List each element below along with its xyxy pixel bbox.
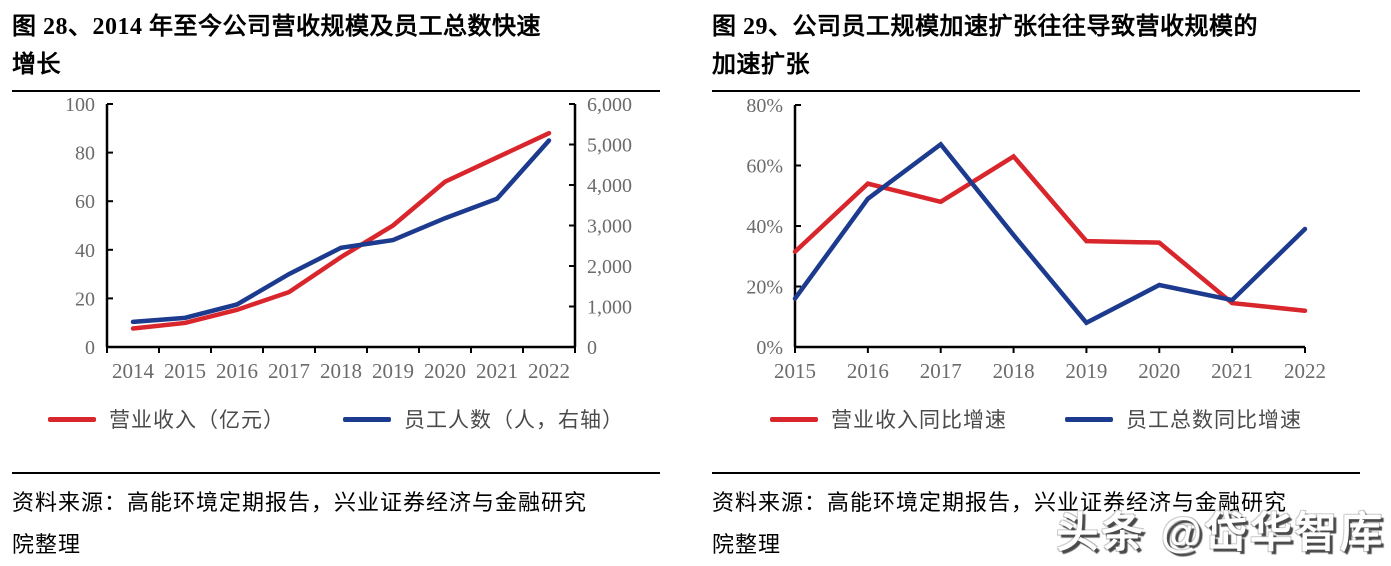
source-block: 资料来源：高能环境定期报告，兴业证券经济与金融研究院整理 <box>712 472 1360 566</box>
svg-text:2017: 2017 <box>920 359 962 383</box>
legend-line-swatch <box>48 416 96 422</box>
svg-text:2020: 2020 <box>1138 359 1180 383</box>
legend-label: 营业收入同比增速 <box>831 408 1007 432</box>
chart-legend: 营业收入（亿元） 员工人数（人，右轴） <box>12 392 660 446</box>
svg-text:6,000: 6,000 <box>587 94 632 116</box>
title-divider <box>712 90 1360 92</box>
svg-text:2019: 2019 <box>1065 359 1107 383</box>
legend-item: 营业收入（亿元） <box>48 404 285 434</box>
figure-title: 图 29、公司员工规模加速扩张往往导致营收规模的加速扩张 <box>712 14 1258 78</box>
svg-text:2016: 2016 <box>216 359 258 383</box>
svg-text:60: 60 <box>75 191 95 213</box>
svg-text:5,000: 5,000 <box>587 135 632 157</box>
svg-text:2020: 2020 <box>424 359 466 383</box>
svg-text:20%: 20% <box>746 277 783 299</box>
svg-text:2022: 2022 <box>1284 359 1326 383</box>
svg-text:60%: 60% <box>746 156 783 178</box>
svg-text:2017: 2017 <box>268 359 310 383</box>
watermark: 头条 @岱华智库 <box>1056 509 1385 556</box>
legend-line-swatch <box>770 416 818 422</box>
series-line <box>130 130 552 331</box>
svg-text:1,000: 1,000 <box>587 297 632 319</box>
svg-text:40: 40 <box>75 240 95 262</box>
legend-label: 员工总数同比增速 <box>1126 408 1302 432</box>
svg-text:0%: 0% <box>756 337 783 359</box>
source-block: 资料来源：高能环境定期报告，兴业证券经济与金融研究院整理 <box>12 472 660 566</box>
svg-text:80: 80 <box>75 143 95 165</box>
source-note: 资料来源：高能环境定期报告，兴业证券经济与金融研究院整理 <box>712 490 1288 557</box>
series-line <box>130 138 552 325</box>
legend-label: 员工人数（人，右轴） <box>404 408 624 432</box>
growth-rates-line-chart: 0% 20% 40% 60% 80% 2015 2016 2017 2018 2019 2020 20… <box>712 92 1360 392</box>
chart-legend: 营业收入同比增速 员工总数同比增速 <box>712 392 1360 446</box>
legend-item: 营业收入同比增速 <box>770 404 1007 434</box>
figure-title: 图 28、2014 年至今公司营收规模及员工总数快速增长 <box>12 14 541 78</box>
svg-text:4,000: 4,000 <box>587 175 632 197</box>
legend-line-swatch <box>1065 416 1113 422</box>
svg-text:2015: 2015 <box>774 359 816 383</box>
svg-text:2019: 2019 <box>372 359 414 383</box>
svg-text:2018: 2018 <box>320 359 362 383</box>
svg-text:80%: 80% <box>746 95 783 117</box>
svg-text:2022: 2022 <box>528 359 570 383</box>
figure-panel-28: 图 28、2014 年至今公司营收规模及员工总数快速增长 0 20 40 60 80 10… <box>12 8 660 566</box>
title-divider <box>12 90 660 92</box>
series-line <box>792 141 1308 326</box>
legend-label: 营业收入（亿元） <box>109 408 285 432</box>
svg-text:2,000: 2,000 <box>587 256 632 278</box>
svg-text:2021: 2021 <box>1211 359 1253 383</box>
svg-text:3,000: 3,000 <box>587 216 632 238</box>
figure-panel-29: 图 29、公司员工规模加速扩张往往导致营收规模的加速扩张 0% 20% 40% 60%… <box>712 8 1360 566</box>
svg-text:100: 100 <box>65 94 95 116</box>
svg-text:2014: 2014 <box>112 359 155 383</box>
source-note: 资料来源：高能环境定期报告，兴业证券经济与金融研究院整理 <box>12 490 588 557</box>
svg-text:0: 0 <box>85 337 95 359</box>
legend-line-swatch <box>343 416 391 422</box>
series-line <box>792 153 1308 313</box>
svg-text:20: 20 <box>75 288 95 310</box>
legend-item: 员工人数（人，右轴） <box>343 404 624 434</box>
svg-text:2015: 2015 <box>164 359 206 383</box>
svg-text:2018: 2018 <box>993 359 1035 383</box>
svg-text:40%: 40% <box>746 216 783 238</box>
svg-text:0: 0 <box>587 337 597 359</box>
svg-text:2021: 2021 <box>476 359 518 383</box>
svg-text:2016: 2016 <box>847 359 889 383</box>
legend-item: 员工总数同比增速 <box>1065 404 1302 434</box>
revenue-employees-line-chart: 0 20 40 60 80 100 0 1,000 2,000 3,000 4,000 5,000 6,… <box>12 92 660 392</box>
